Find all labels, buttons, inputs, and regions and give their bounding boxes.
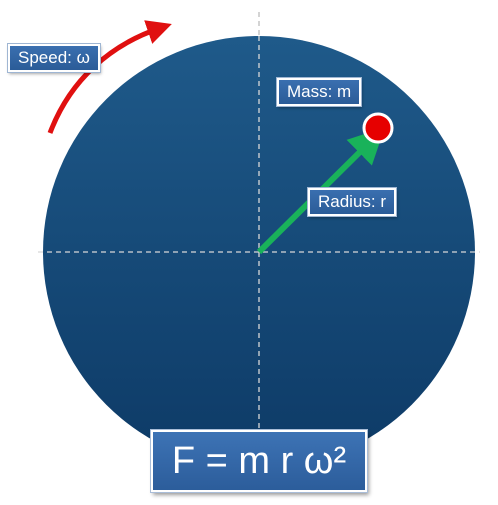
speed-label: Speed: ω [8,44,100,72]
mass-circle-dot-icon [362,112,394,144]
force-formula: F = m r ω² [151,430,367,492]
radius-label: Radius: r [308,188,397,216]
mass-label: Mass: m [277,78,362,106]
